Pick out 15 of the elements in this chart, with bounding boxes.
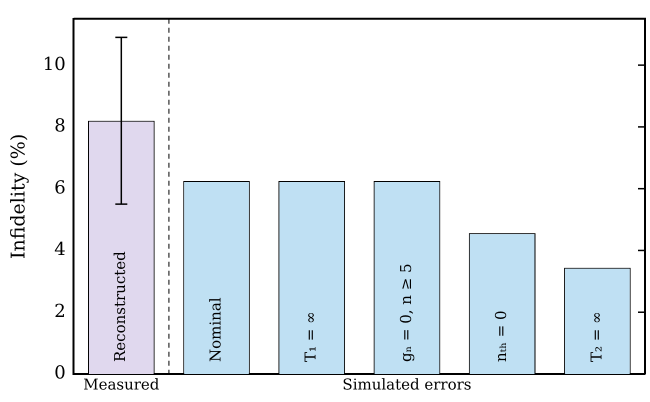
x-tick-label: Nominal [206,297,224,362]
x-tick-label: nₜₕ = 0 [492,310,510,362]
y-tick-label: 4 [54,239,66,260]
x-tick-label: Reconstructed [111,250,130,362]
y-tick-label: 6 [54,177,66,198]
y-tick-label: 0 [54,362,66,384]
x-tick-label: T₁ = ∞ [302,311,320,362]
y-tick-label: 8 [54,116,66,137]
y-tick-label: 2 [54,300,66,322]
y-axis-title: Infidelity (%) [7,134,30,260]
x-tick-label: T₂ = ∞ [587,311,606,362]
text: Simulated errors [342,375,472,394]
x-tick-label: gₙ = 0, n ≥ 5 [396,263,415,362]
text: Measured [83,375,160,394]
y-tick-label: 10 [42,54,66,75]
